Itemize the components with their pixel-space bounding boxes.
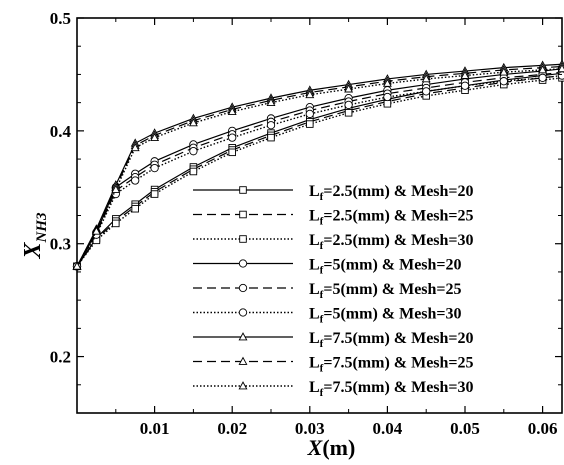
data-point [150,132,160,141]
legend-label: Lf=2.5(mm) & Mesh=20 [309,183,474,203]
legend-label: Lf=7.5(mm) & Mesh=20 [309,330,474,350]
series-line [76,63,563,267]
data-point [188,118,198,127]
x-tick-label: 0.06 [528,419,558,438]
legend-label: Lf=5(mm) & Mesh=25 [309,281,462,301]
series-layer [72,59,564,271]
legend-entry: Lf=2.5(mm) & Mesh=25 [193,208,474,228]
data-point [189,167,198,176]
data-point [344,100,353,110]
legend-label: Lf=5(mm) & Mesh=30 [309,306,462,326]
series-line [76,74,563,267]
series-line [76,72,563,267]
data-point [72,261,82,270]
data-point [228,133,237,142]
series-9 [72,63,564,270]
data-point [382,78,392,87]
y-tick-label: 0.3 [50,235,71,254]
legend-entry: Lf=2.5(mm) & Mesh=30 [193,232,474,252]
data-point [499,67,509,76]
data-point [305,109,314,119]
x-tick-label: 0.02 [217,419,247,438]
legend-marker [238,332,248,341]
legend-entry: Lf=2.5(mm) & Mesh=20 [193,183,474,203]
data-point [131,176,140,185]
legend-marker [238,356,248,365]
series-line [76,77,563,267]
x-tick-label: 0.04 [373,419,403,438]
legend-marker [239,186,247,194]
data-point [227,106,237,116]
y-axis-title: XNH3 [20,212,50,260]
legend-label: Lf=2.5(mm) & Mesh=30 [309,232,474,252]
legend-marker [238,308,248,317]
data-point [131,204,139,213]
x-axis-title: X(m) [307,435,356,460]
data-point [111,184,121,193]
legend-label: Lf=7.5(mm) & Mesh=30 [309,379,474,399]
data-point [150,190,159,198]
data-point [538,73,547,82]
data-point [305,89,315,99]
legend-entry: Lf=7.5(mm) & Mesh=30 [193,379,474,399]
data-point [557,71,564,80]
y-tick-label: 0.4 [50,122,72,141]
series-line [76,65,563,267]
data-point [422,87,431,96]
legend-label: Lf=5(mm) & Mesh=20 [309,257,462,277]
legend-entry: Lf=5(mm) & Mesh=30 [193,306,462,326]
series-line [76,74,563,267]
data-point [499,77,508,86]
data-point [130,142,140,152]
legend: Lf=2.5(mm) & Mesh=20 Lf=2.5(mm) & Mesh=25… [193,183,474,399]
data-point [228,148,236,157]
data-point [460,70,470,79]
legend-entry: Lf=5(mm) & Mesh=25 [193,281,462,301]
legend-label: Lf=7.5(mm) & Mesh=25 [309,355,474,375]
labels-layer: 0.01 0.02 0.03 0.04 0.05 0.06 0.2 0.3 0.4 0.5 X(m)… [20,9,557,460]
legend-entry: Lf=7.5(mm) & Mesh=25 [193,355,474,375]
data-point [189,147,198,156]
legend-entry: Lf=5(mm) & Mesh=20 [193,257,462,277]
data-point [383,92,392,102]
data-point [344,84,354,93]
data-point [460,81,470,90]
legend-marker [239,210,247,219]
x-tick-label: 0.01 [140,419,170,438]
data-point [421,74,431,83]
series-6 [72,71,564,271]
legend-marker [238,381,248,390]
series-line [76,68,563,267]
y-tick-label: 0.5 [50,9,71,28]
data-point [150,163,159,173]
data-point [344,109,353,117]
x-tick-label: 0.05 [450,419,480,438]
legend-marker [239,235,247,243]
legend-entry: Lf=7.5(mm) & Mesh=20 [193,330,474,350]
data-point [112,219,120,228]
series-line [76,68,563,267]
data-point [306,120,314,128]
data-point [266,121,276,130]
data-point [267,133,275,142]
legend-marker [238,259,248,268]
y-tick-label: 0.2 [50,348,71,367]
legend-label: Lf=2.5(mm) & Mesh=25 [309,208,474,228]
x-tick-label: 0.03 [295,419,325,438]
data-point [91,226,101,235]
legend-marker [238,283,248,293]
data-point [538,65,548,74]
data-point [383,100,392,108]
data-point [266,97,276,106]
axes-layer [77,17,562,413]
